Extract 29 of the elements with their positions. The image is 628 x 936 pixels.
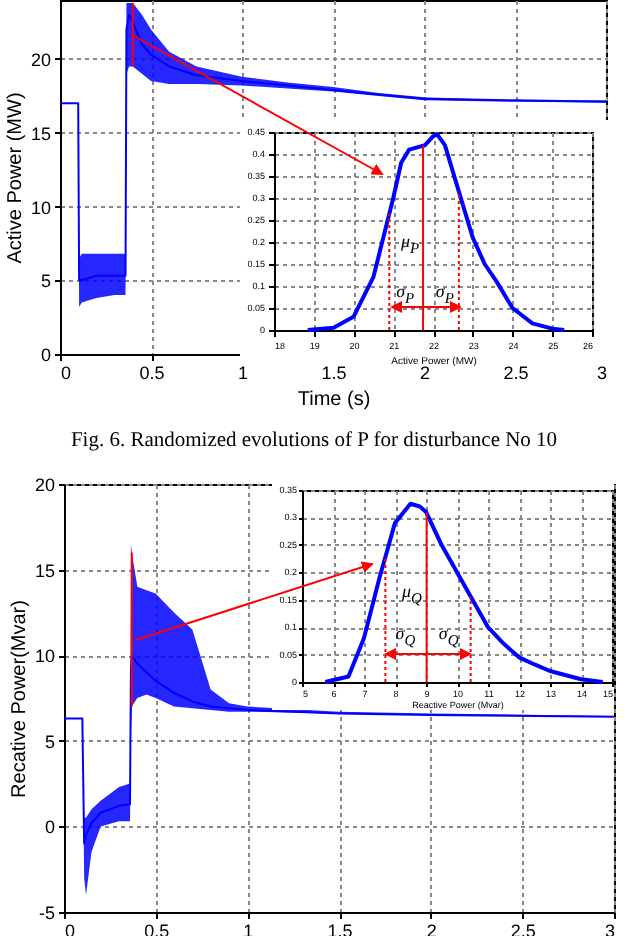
x-tick-label: 0 [61,363,72,383]
caption: Fig. 6. Randomized evolutions of P for disturbance No 10 [68,430,560,452]
x-tick-label: 0.5 [139,363,165,383]
y-axis-title: Recative Power(Mvar) [8,600,31,798]
line-series [323,501,605,684]
x-tick-label: 1 [237,363,249,383]
x-tick-label: 3 [596,363,607,383]
line-series [305,132,567,332]
y-tick-label: -5 [38,903,55,923]
y-tick-label: 15 [34,560,55,581]
y-tick-label: 10 [34,646,55,667]
y-tick-label: 20 [30,50,51,70]
annotation: σ$_{Q}$ [438,623,459,650]
y-tick-label: 5 [44,731,55,752]
y-axis-title: Active Power (MW) [4,92,27,264]
y-tick-label: 20 [34,475,55,495]
annotation: μ$_{P}$ [400,231,420,257]
x-tick-label: 2.5 [503,363,529,383]
x-tick-label: 2 [419,363,431,383]
y-tick-label: 10 [30,197,51,218]
annotation: σ$_{Q}$ [395,623,416,650]
x-tick-label: 1.5 [321,363,347,383]
annotation: σ$_{P}$ [435,281,454,307]
y-tick-label: 15 [30,123,51,144]
y-tick-label: 0 [44,817,55,838]
y-tick-label: 5 [40,271,51,292]
annotation: μ$_{Q}$ [402,581,422,607]
x-axis-title: Time (s) [297,389,371,411]
annotation: σ$_{P}$ [396,281,415,307]
